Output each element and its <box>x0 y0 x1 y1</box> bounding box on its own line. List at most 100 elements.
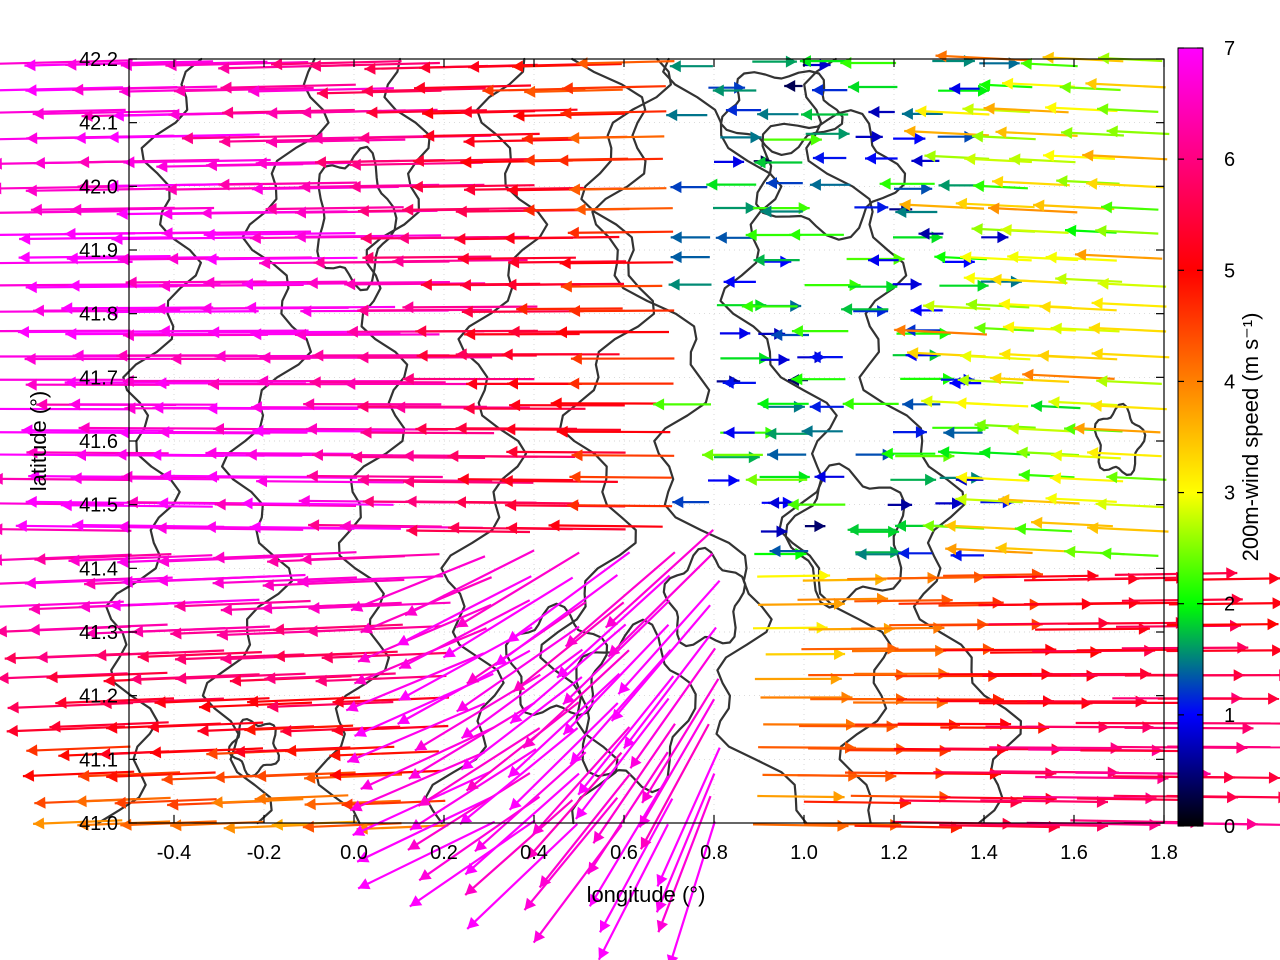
terrain-contour-line <box>314 57 431 825</box>
wind-vector-head <box>527 846 539 859</box>
wind-vector-head <box>220 81 232 94</box>
wind-vector-head <box>1082 149 1094 162</box>
wind-vector-head <box>346 700 359 712</box>
wind-vector <box>0 600 124 608</box>
wind-vector-head <box>1095 498 1107 511</box>
wind-vector-head <box>358 131 370 144</box>
wind-vector-head <box>0 157 2 170</box>
wind-vector-head <box>1140 667 1152 680</box>
wind-vector-head <box>339 520 351 533</box>
wind-vector <box>610 604 711 722</box>
wind-vector <box>850 794 951 799</box>
wind-vector-head <box>533 930 546 943</box>
wind-vector <box>270 60 402 66</box>
wind-vector-head <box>1242 722 1254 735</box>
wind-vector-head <box>397 232 409 245</box>
wind-vector-head <box>943 426 955 439</box>
wind-vector-head <box>1272 597 1280 610</box>
wind-vector-head <box>416 349 428 362</box>
wind-vector-head <box>571 449 583 462</box>
wind-vector <box>561 85 666 90</box>
terrain-contour-line <box>803 57 1022 825</box>
wind-vector-head <box>833 790 845 803</box>
wind-vector-head <box>915 426 927 439</box>
wind-vector-head <box>560 107 572 120</box>
wind-vector-head <box>356 822 368 835</box>
wind-vector-head <box>354 726 367 737</box>
wind-vector-head <box>955 197 968 210</box>
wind-vector <box>758 602 845 606</box>
wind-vector <box>203 232 356 236</box>
wind-vector-head <box>1064 423 1076 435</box>
wind-vector-head <box>605 615 618 628</box>
wind-vector-head <box>936 696 948 709</box>
wind-vector-head <box>1088 322 1101 335</box>
wind-vector <box>357 820 496 890</box>
wind-vector-head <box>560 280 572 293</box>
wind-vector-head <box>250 328 262 341</box>
wind-vector-head <box>249 521 261 534</box>
wind-vector-head <box>760 205 772 218</box>
wind-vector <box>1033 203 1115 211</box>
wind-vector-head <box>26 744 38 757</box>
wind-vector-head <box>973 180 985 193</box>
wind-vector-head <box>255 157 267 170</box>
wind-vector-head <box>70 203 82 216</box>
wind-vector-head <box>1045 492 1057 505</box>
terrain-contours <box>97 57 1147 825</box>
wind-vector-head <box>1031 516 1043 529</box>
x-axis: -0.4 -0.2 0.0 0.2 0.4 0.6 0.8 1.0 1.2 1.4 1.6 1.8 <box>157 59 1178 864</box>
wind-vector-head <box>791 373 803 386</box>
wind-vector <box>623 626 717 750</box>
wind-vector <box>569 475 672 479</box>
wind-vector-head <box>354 673 367 685</box>
wind-vector-head <box>881 447 893 460</box>
wind-vector-head <box>1045 792 1057 805</box>
wind-vector-head <box>944 520 956 532</box>
wind-vector-head <box>915 105 927 118</box>
wind-vector <box>899 203 985 210</box>
wind-vector <box>107 133 260 139</box>
wind-vector-head <box>360 622 374 634</box>
wind-vector-head <box>161 773 173 786</box>
wind-vector-head <box>115 448 127 461</box>
wind-vector <box>213 551 357 560</box>
wind-vector <box>998 498 1080 505</box>
wind-vector-head <box>410 818 423 830</box>
wind-vector-head <box>532 823 545 836</box>
wind-vector-head <box>30 203 42 216</box>
wind-vector-head <box>70 472 82 485</box>
wind-vector-head <box>33 157 45 169</box>
wind-vector-head <box>712 84 724 97</box>
wind-vector-head <box>331 724 343 737</box>
wind-vector-head <box>402 301 414 314</box>
wind-vector-head <box>25 184 37 197</box>
wind-vector <box>955 497 1023 504</box>
wind-vector <box>567 504 673 508</box>
colorbar-tick-label: 7 <box>1224 38 1235 60</box>
wind-vector-head <box>539 875 552 888</box>
wind-vector-head <box>877 201 889 214</box>
wind-vector <box>398 599 531 670</box>
y-tick-label: 42.1 <box>79 113 118 135</box>
wind-vector-head <box>77 180 89 193</box>
wind-vector-head <box>61 302 73 315</box>
wind-vector-head <box>344 377 356 390</box>
wind-vector-head <box>36 398 48 411</box>
colorbar-tick-label: 4 <box>1224 371 1235 393</box>
wind-vector-head <box>64 227 76 240</box>
wind-vector-head <box>392 255 404 268</box>
wind-vector-head <box>457 252 469 265</box>
wind-vector <box>641 678 720 804</box>
wind-vector <box>1037 354 1118 361</box>
wind-vector-head <box>34 553 46 566</box>
wind-vector <box>955 401 1029 408</box>
wind-vector-head <box>1007 422 1019 435</box>
wind-vector-head <box>1087 447 1099 459</box>
wind-vector <box>409 819 536 908</box>
wind-vector <box>617 579 721 695</box>
x-tick-label: 1.6 <box>1060 842 1088 864</box>
wind-vector-head <box>793 400 805 413</box>
wind-vector-head <box>914 132 926 145</box>
wind-vector-head <box>750 131 762 144</box>
